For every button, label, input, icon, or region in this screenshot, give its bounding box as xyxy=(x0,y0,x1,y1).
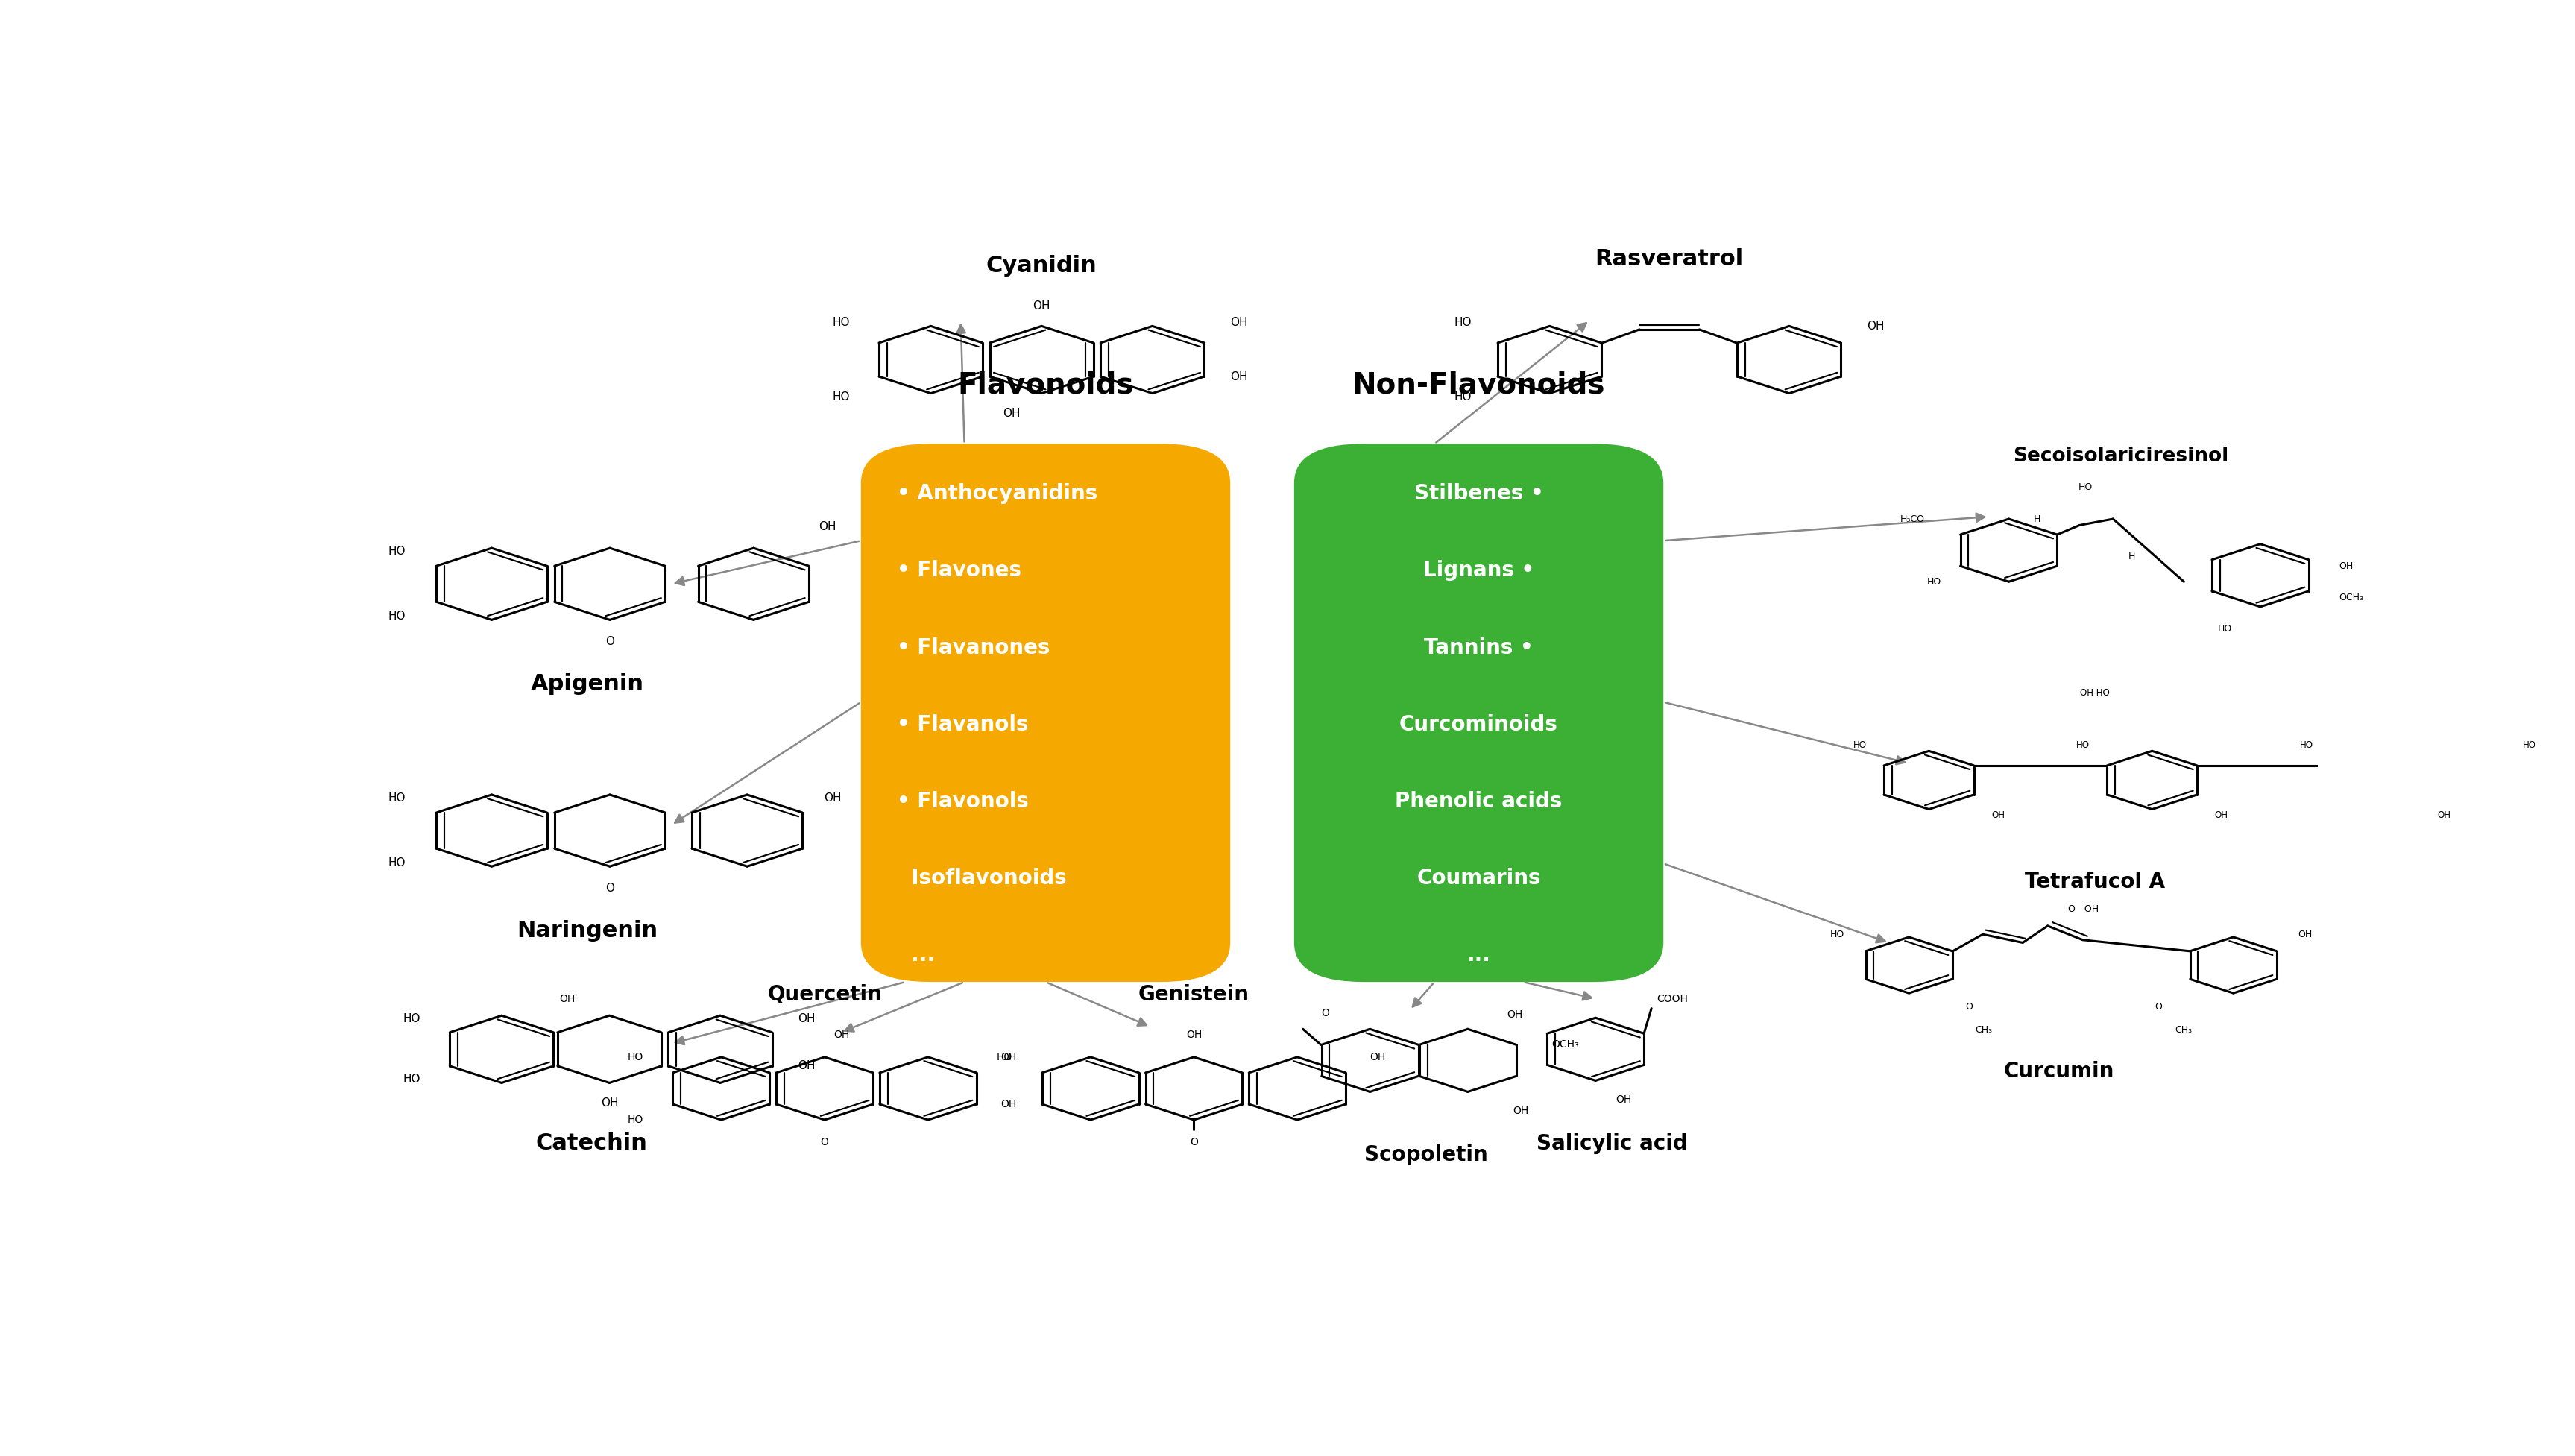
Text: • Flavonols: • Flavonols xyxy=(896,791,1027,811)
Text: OH: OH xyxy=(1990,810,2003,820)
Text: OH: OH xyxy=(1231,371,1246,381)
Text: H: H xyxy=(2127,552,2135,562)
Text: HO: HO xyxy=(832,392,850,402)
FancyBboxPatch shape xyxy=(860,444,1231,981)
Text: HO: HO xyxy=(389,546,404,558)
Text: HO: HO xyxy=(389,792,404,804)
Text: OH: OH xyxy=(1231,317,1246,328)
Text: HO: HO xyxy=(2217,625,2233,633)
Text: OH: OH xyxy=(1506,1009,1522,1019)
Text: HO: HO xyxy=(1851,740,1867,750)
Text: ...: ... xyxy=(1465,945,1491,965)
Text: Phenolic acids: Phenolic acids xyxy=(1396,791,1563,811)
Text: OH: OH xyxy=(2436,810,2451,820)
Text: OH: OH xyxy=(1370,1051,1385,1063)
Text: HO: HO xyxy=(1455,317,1470,328)
Text: CH₃: CH₃ xyxy=(2173,1025,2191,1034)
Text: Stilbenes •: Stilbenes • xyxy=(1414,483,1542,504)
Text: OH: OH xyxy=(1033,300,1051,312)
Text: OH HO: OH HO xyxy=(2081,687,2109,697)
Text: OH: OH xyxy=(2338,561,2351,571)
Text: Scopoletin: Scopoletin xyxy=(1365,1144,1488,1165)
Text: OH: OH xyxy=(2214,810,2227,820)
Text: O: O xyxy=(1190,1137,1197,1147)
Text: ...: ... xyxy=(896,945,935,965)
Text: OH: OH xyxy=(1867,320,1885,332)
Text: • Flavones: • Flavones xyxy=(896,561,1022,581)
Text: HO: HO xyxy=(626,1115,644,1125)
Text: O: O xyxy=(1965,1002,1972,1012)
Text: Non-Flavonoids: Non-Flavonoids xyxy=(1352,371,1604,399)
Text: H: H xyxy=(2032,514,2039,524)
Text: OH: OH xyxy=(834,1029,850,1040)
Text: Lignans •: Lignans • xyxy=(1424,561,1535,581)
Text: OCH₃: OCH₃ xyxy=(2338,593,2361,603)
Text: Naringenin: Naringenin xyxy=(518,920,657,942)
Text: HO: HO xyxy=(389,610,404,622)
Text: OH: OH xyxy=(798,1060,816,1072)
Text: HO: HO xyxy=(2299,740,2312,750)
Text: O: O xyxy=(2155,1002,2160,1012)
Text: OH: OH xyxy=(1512,1105,1527,1115)
Text: O   OH: O OH xyxy=(2068,904,2099,914)
Text: OCH₃: OCH₃ xyxy=(1550,1040,1578,1050)
Text: OH: OH xyxy=(999,1051,1017,1063)
Text: O: O xyxy=(1321,1008,1329,1019)
Text: HO: HO xyxy=(2075,740,2088,750)
Text: Salicylic acid: Salicylic acid xyxy=(1537,1133,1687,1153)
Text: Curcominoids: Curcominoids xyxy=(1398,713,1558,735)
Text: HO: HO xyxy=(404,1075,420,1085)
Text: OH: OH xyxy=(559,993,574,1005)
Text: Coumarins: Coumarins xyxy=(1416,868,1540,888)
Text: Tetrafucol A: Tetrafucol A xyxy=(2024,872,2166,893)
Text: HO: HO xyxy=(1926,577,1942,587)
Text: • Anthocyanidins: • Anthocyanidins xyxy=(896,483,1097,504)
Text: OH: OH xyxy=(824,792,842,804)
Text: HO: HO xyxy=(1455,392,1470,402)
FancyBboxPatch shape xyxy=(1293,444,1663,981)
Text: Catechin: Catechin xyxy=(536,1133,646,1155)
Text: O: O xyxy=(605,882,613,894)
Text: HO: HO xyxy=(832,317,850,328)
Text: HO: HO xyxy=(626,1051,644,1063)
Text: OH: OH xyxy=(2297,929,2312,939)
Text: Cyanidin: Cyanidin xyxy=(986,255,1097,277)
Text: Isoflavonoids: Isoflavonoids xyxy=(896,868,1066,888)
Text: HO: HO xyxy=(2521,740,2536,750)
Text: HO: HO xyxy=(997,1051,1012,1063)
Text: COOH: COOH xyxy=(1656,994,1687,1005)
Text: CH₃: CH₃ xyxy=(1975,1025,1993,1034)
Text: OH: OH xyxy=(1002,408,1020,419)
Text: H₃CO: H₃CO xyxy=(1900,514,1924,524)
Text: OH: OH xyxy=(1615,1095,1630,1105)
Text: Flavonoids: Flavonoids xyxy=(958,371,1133,399)
Text: Rasveratrol: Rasveratrol xyxy=(1594,248,1743,269)
Text: HO: HO xyxy=(1828,929,1844,939)
Text: OH: OH xyxy=(1185,1029,1203,1040)
Text: Curcumin: Curcumin xyxy=(2003,1061,2114,1082)
Text: Secoisolariciresinol: Secoisolariciresinol xyxy=(2011,447,2227,466)
Text: OH: OH xyxy=(798,1013,816,1025)
Text: Genistein: Genistein xyxy=(1138,984,1249,1005)
Text: O: O xyxy=(605,636,613,646)
Text: • Flavanones: • Flavanones xyxy=(896,638,1051,658)
Text: OH: OH xyxy=(819,521,837,531)
Text: HO: HO xyxy=(404,1013,420,1025)
Text: • Flavanols: • Flavanols xyxy=(896,713,1027,735)
Text: HO: HO xyxy=(389,858,404,868)
Text: HO: HO xyxy=(2078,483,2091,492)
Text: OH: OH xyxy=(600,1098,618,1108)
Text: O: O xyxy=(821,1137,829,1147)
Text: Tannins •: Tannins • xyxy=(1424,638,1532,658)
Text: Apigenin: Apigenin xyxy=(530,674,644,695)
Text: Quercetin: Quercetin xyxy=(767,984,881,1005)
Text: OH: OH xyxy=(999,1099,1017,1109)
